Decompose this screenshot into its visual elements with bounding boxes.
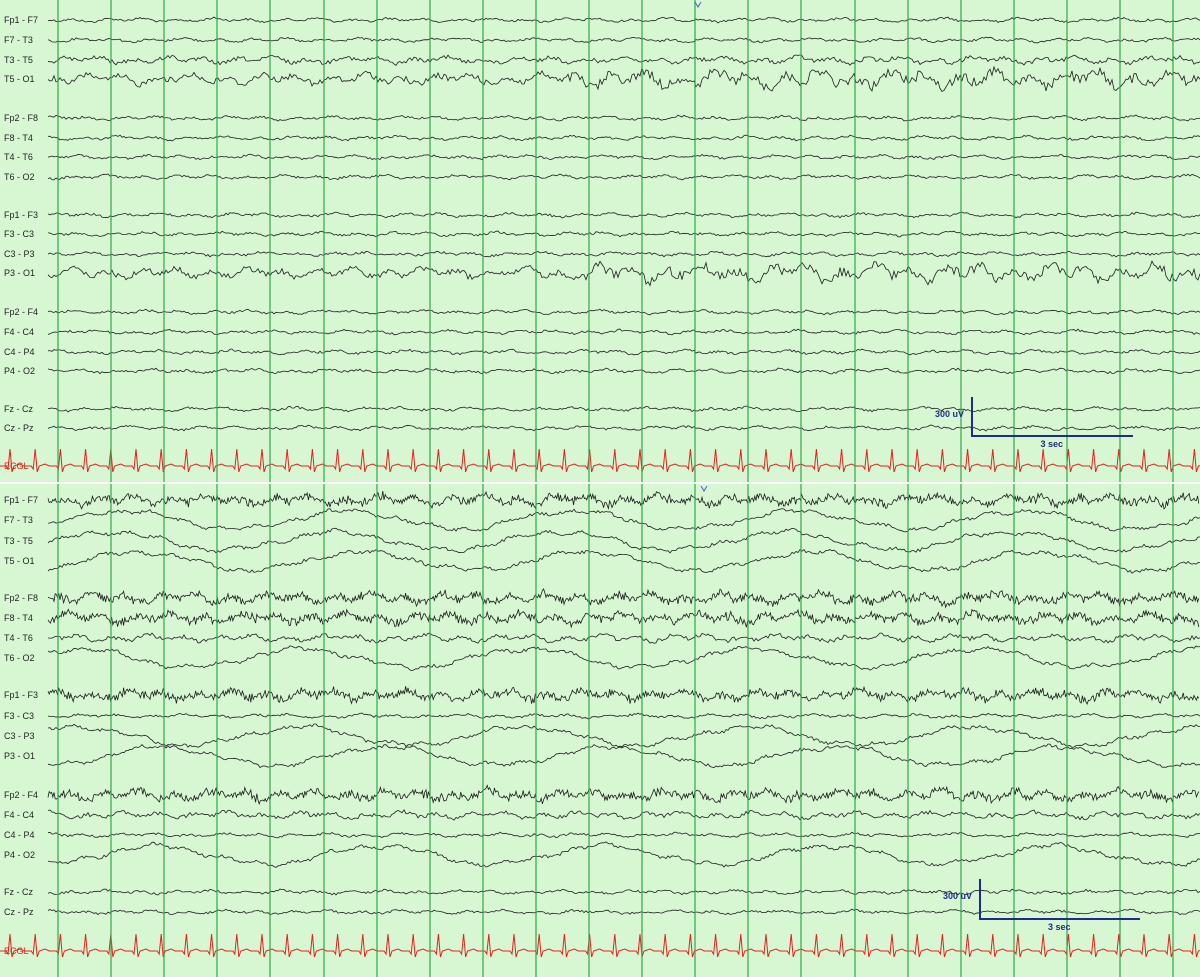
channel-trace <box>47 114 1200 122</box>
channel-label: F8 - T4 <box>4 613 33 623</box>
eeg-panel-top: Fp1 - F7 F7 - T3 T3 - T5 T5 - O1 Fp2 - F8 F8 … <box>0 0 1200 482</box>
channel-label: T5 - O1 <box>4 74 35 84</box>
calibration-bar <box>971 397 1133 437</box>
channel-trace <box>47 549 1200 574</box>
channel-trace <box>0 933 1200 958</box>
channel-label: C3 - P3 <box>4 731 35 741</box>
channel-label: P4 - O2 <box>4 850 35 860</box>
channel-trace <box>47 908 1200 916</box>
channel-label: F3 - C3 <box>4 711 34 721</box>
channel-label: Fp2 - F8 <box>4 593 38 603</box>
channel-trace <box>47 608 1200 629</box>
channel-label: P3 - O1 <box>4 268 35 278</box>
channel-trace <box>47 153 1200 161</box>
calibration-amplitude-label: 300 uV <box>935 409 964 419</box>
channel-trace <box>47 424 1200 432</box>
channel-label: Fp2 - F4 <box>4 307 38 317</box>
channel-trace <box>47 723 1200 748</box>
panel-divider <box>0 482 1200 484</box>
channel-label: Fp2 - F4 <box>4 790 38 800</box>
channel-trace <box>47 809 1200 821</box>
channel-label: ECGL <box>4 946 29 956</box>
channel-trace <box>47 508 1200 533</box>
channel-label: T6 - O2 <box>4 653 35 663</box>
channel-trace <box>47 841 1200 868</box>
channel-label: T4 - T6 <box>4 633 33 643</box>
channel-label: P3 - O1 <box>4 751 35 761</box>
channel-trace <box>47 712 1200 720</box>
channel-trace <box>47 65 1200 93</box>
channel-trace <box>47 134 1200 142</box>
channel-trace <box>47 348 1200 356</box>
channel-label: ECGL <box>4 461 29 471</box>
channel-label: Cz - Pz <box>4 907 34 917</box>
channel-trace <box>47 230 1200 238</box>
channel-trace <box>47 211 1200 219</box>
channel-label: Fz - Cz <box>4 404 33 414</box>
calibration-amplitude-label: 300 uV <box>943 891 972 901</box>
channel-trace <box>47 54 1200 66</box>
channel-label: F3 - C3 <box>4 229 34 239</box>
channel-label: Fp1 - F3 <box>4 210 38 220</box>
channel-trace <box>47 685 1200 705</box>
eeg-panel-bottom: Fp1 - F7 F7 - T3 T3 - T5 T5 - O1 Fp2 - F8 F8 … <box>0 484 1200 977</box>
channel-trace <box>47 743 1200 769</box>
channel-label: T5 - O1 <box>4 556 35 566</box>
channel-trace <box>47 367 1200 375</box>
channel-trace <box>47 784 1200 806</box>
channel-label: Cz - Pz <box>4 423 34 433</box>
channel-label: F4 - C4 <box>4 810 34 820</box>
channel-label: Fp1 - F3 <box>4 690 38 700</box>
channel-label: F7 - T3 <box>4 35 33 45</box>
channel-trace <box>47 588 1200 609</box>
channel-label: T3 - T5 <box>4 536 33 546</box>
channel-label: C4 - P4 <box>4 347 35 357</box>
calibration-time-label: 3 sec <box>1048 922 1071 932</box>
channel-label: F4 - C4 <box>4 327 34 337</box>
channel-label: Fp1 - F7 <box>4 15 38 25</box>
channel-trace <box>47 173 1200 181</box>
channel-trace <box>47 308 1200 316</box>
channel-trace <box>47 328 1200 336</box>
channel-trace <box>47 260 1200 287</box>
calibration-bar <box>979 879 1140 920</box>
channel-label: T4 - T6 <box>4 152 33 162</box>
channel-trace <box>47 490 1200 511</box>
channel-label: T6 - O2 <box>4 172 35 182</box>
event-marker-icon <box>700 485 708 492</box>
channel-trace <box>47 250 1200 258</box>
channel-label: P4 - O2 <box>4 366 35 376</box>
channel-trace <box>47 831 1200 839</box>
channel-trace <box>47 645 1200 672</box>
channel-label: C3 - P3 <box>4 249 35 259</box>
channel-trace <box>47 888 1200 896</box>
channel-label: F7 - T3 <box>4 515 33 525</box>
channel-trace <box>47 632 1200 644</box>
channel-trace <box>47 36 1200 44</box>
channel-trace <box>47 405 1200 413</box>
calibration-time-label: 3 sec <box>1041 439 1064 449</box>
event-marker-icon <box>694 1 702 8</box>
channel-trace <box>0 448 1200 473</box>
channel-label: Fp2 - F8 <box>4 113 38 123</box>
channel-label: Fz - Cz <box>4 887 33 897</box>
channel-label: T3 - T5 <box>4 55 33 65</box>
channel-label: Fp1 - F7 <box>4 495 38 505</box>
channel-trace <box>47 16 1200 24</box>
channel-label: F8 - T4 <box>4 133 33 143</box>
channel-trace <box>47 527 1200 554</box>
channel-label: C4 - P4 <box>4 830 35 840</box>
